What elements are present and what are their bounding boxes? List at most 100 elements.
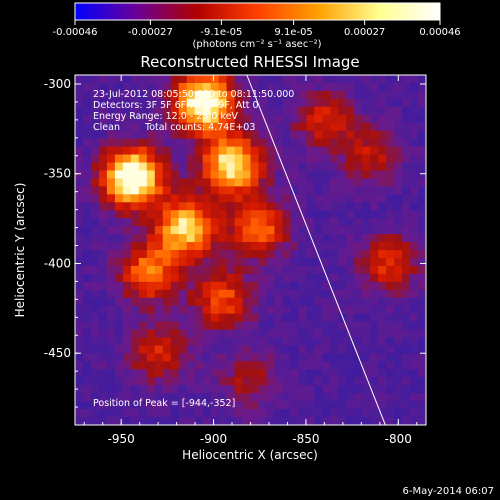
colorbar-tick-label: -9.1e-05 <box>200 27 242 38</box>
heatmap-cell <box>250 401 259 410</box>
heatmap-cell <box>258 138 267 148</box>
heatmap-cell <box>282 273 291 283</box>
heatmap-cell <box>90 218 100 227</box>
heatmap-cell <box>210 313 220 323</box>
heatmap-cell <box>354 106 363 116</box>
heatmap-cell <box>418 369 426 378</box>
heatmap-cell <box>322 130 331 140</box>
heatmap-cell <box>394 393 403 402</box>
heatmap-cell <box>146 273 156 283</box>
heatmap-cell <box>362 138 371 148</box>
heatmap-cell <box>386 250 395 259</box>
heatmap-cell <box>314 138 323 148</box>
heatmap-cell <box>106 377 116 386</box>
heatmap-cell <box>162 106 172 116</box>
footer-timestamp: 6-May-2014 06:07 <box>402 486 494 497</box>
heatmap-cell <box>346 75 355 84</box>
heatmap-cell <box>138 202 148 211</box>
heatmap-cell <box>90 130 100 140</box>
heatmap-cell <box>378 186 387 195</box>
heatmap-cell <box>82 82 92 92</box>
heatmap-cell <box>162 186 172 195</box>
heatmap-cell <box>234 106 244 116</box>
heatmap-cell <box>346 305 355 315</box>
heatmap-cell <box>306 82 315 92</box>
heatmap-cell <box>146 154 156 163</box>
heatmap-cell <box>98 337 108 346</box>
heatmap-cell <box>194 194 204 203</box>
x-axis-ticks: -950 -900 -850 -800 <box>83 75 418 446</box>
heatmap-cell <box>346 313 355 323</box>
heatmap-cell <box>282 393 291 402</box>
heatmap-cell <box>266 305 275 315</box>
heatmap-cell <box>306 146 315 156</box>
heatmap-cell <box>194 122 204 132</box>
heatmap-cell <box>75 106 84 116</box>
heatmap-cell <box>218 409 228 418</box>
heatmap-cell <box>362 202 371 211</box>
heatmap-cell <box>410 242 419 251</box>
heatmap-cell <box>306 130 315 140</box>
heatmap-cell <box>226 146 236 156</box>
heatmap-cell <box>346 337 355 346</box>
heatmap-cell <box>138 170 148 179</box>
heatmap-cell <box>362 265 371 275</box>
heatmap-cell <box>346 162 355 171</box>
heatmap-cell <box>378 297 387 307</box>
heatmap-cell <box>122 146 132 156</box>
heatmap-cell <box>298 313 307 323</box>
heatmap-cell <box>146 178 156 187</box>
heatmap-cell <box>75 130 84 140</box>
heatmap-cell <box>162 226 172 235</box>
heatmap-cell <box>75 385 84 394</box>
heatmap-cell <box>82 393 92 402</box>
heatmap-cell <box>394 313 403 323</box>
heatmap-cell <box>282 313 291 323</box>
heatmap-cell <box>378 417 387 425</box>
heatmap-cell <box>162 305 172 315</box>
heatmap-cell <box>114 385 124 394</box>
heatmap-cell <box>362 250 371 259</box>
heatmap-cell <box>138 75 148 84</box>
heatmap-cell <box>322 154 331 163</box>
heatmap-cell <box>354 401 363 410</box>
heatmap-cell <box>106 242 116 251</box>
heatmap-cell <box>306 305 315 315</box>
heatmap-cell <box>154 313 164 323</box>
heatmap-cell <box>242 281 251 291</box>
heatmap-cell <box>130 273 140 283</box>
heatmap-cell <box>250 273 259 283</box>
heatmap-cell <box>130 250 140 259</box>
heatmap-cell <box>266 210 275 219</box>
annotation-algorithm: Clean <box>93 122 120 133</box>
heatmap-cell <box>330 202 339 211</box>
heatmap-cell <box>386 194 395 203</box>
heatmap-cell <box>418 146 426 156</box>
heatmap-cell <box>218 321 228 331</box>
heatmap-cell <box>258 210 267 219</box>
heatmap-cell <box>122 265 132 275</box>
heatmap-cell <box>322 82 331 92</box>
heatmap-cell <box>394 345 403 354</box>
heatmap-cell <box>330 265 339 275</box>
heatmap-cell <box>330 273 339 283</box>
heatmap-cell <box>162 313 172 323</box>
heatmap-cell <box>106 98 116 108</box>
heatmap-cell <box>362 90 371 100</box>
heatmap-cell <box>138 146 148 156</box>
heatmap-cell <box>330 305 339 315</box>
heatmap-cell <box>266 393 275 402</box>
heatmap-cell <box>130 409 140 418</box>
heatmap-cell <box>242 345 251 354</box>
solar-limb-line <box>246 74 386 426</box>
heatmap-cell <box>186 202 196 211</box>
heatmap-cell <box>330 226 339 235</box>
heatmap-cell <box>122 273 132 283</box>
heatmap-cell <box>90 162 100 171</box>
heatmap-cell <box>338 337 347 346</box>
heatmap-cell <box>138 313 148 323</box>
heatmap-cell <box>114 321 124 331</box>
heatmap-cell <box>226 250 236 259</box>
heatmap-cell <box>410 170 419 179</box>
heatmap-cell <box>170 409 180 418</box>
